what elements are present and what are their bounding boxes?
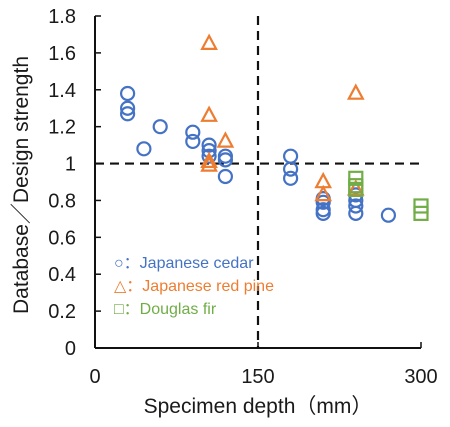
triangle-data-point bbox=[216, 131, 235, 148]
x-tick-label: 300 bbox=[404, 366, 437, 388]
circle-data-point bbox=[315, 205, 331, 221]
circle-data-point bbox=[217, 152, 233, 168]
triangle-data-point bbox=[200, 155, 218, 172]
square-data-point bbox=[348, 181, 364, 197]
x-tick-label: 0 bbox=[89, 366, 100, 388]
circle-data-point bbox=[217, 168, 233, 185]
triangle-data-point bbox=[200, 105, 218, 122]
y-tick-label: 1.8 bbox=[48, 6, 76, 28]
triangle-data-point bbox=[200, 33, 218, 50]
circle-data-point bbox=[380, 207, 396, 223]
x-tick-labels: 0 150 300 bbox=[89, 342, 438, 388]
circle-data-point bbox=[315, 194, 331, 210]
y-axis-title: Database／Design strength bbox=[10, 56, 33, 314]
x-tick-label: 150 bbox=[241, 366, 274, 388]
square-data-point bbox=[413, 205, 429, 221]
circle-data-point bbox=[119, 106, 136, 122]
y-tick-label: 1 bbox=[65, 154, 76, 176]
circle-data-point bbox=[283, 148, 299, 164]
y-tick-label: 0.6 bbox=[48, 227, 76, 249]
circle-data-point bbox=[119, 85, 136, 102]
triangle-data-point bbox=[346, 83, 365, 100]
y-tick-label: 1.2 bbox=[48, 117, 76, 139]
circle-data-point bbox=[152, 119, 168, 135]
y-tick-label: 1.6 bbox=[48, 43, 76, 65]
y-tick-label: 0.2 bbox=[48, 301, 76, 323]
circle-data-point bbox=[136, 141, 152, 157]
legend-label: △：Japanese red pine bbox=[114, 278, 274, 295]
legend: ○：Japanese cedar △：Japanese red pine □：Dou… bbox=[114, 255, 274, 318]
y-tick-labels: 0 0.2 0.4 0.6 0.8 1 1.2 1.4 1.6 1.8 bbox=[48, 6, 101, 360]
circle-data-point bbox=[283, 161, 299, 177]
data-points bbox=[119, 33, 429, 223]
legend-label: □：Douglas fir bbox=[114, 301, 217, 318]
y-tick-label: 1.4 bbox=[48, 80, 76, 102]
y-tick-label: 0 bbox=[65, 338, 76, 360]
circle-data-point bbox=[185, 124, 201, 140]
triangle-data-point bbox=[314, 184, 333, 202]
circle-data-point bbox=[119, 100, 136, 116]
triangle-data-point bbox=[200, 151, 218, 169]
circle-data-point bbox=[283, 170, 299, 186]
circle-data-point bbox=[201, 148, 217, 164]
y-tick-label: 0.4 bbox=[48, 264, 76, 286]
circle-data-point bbox=[348, 205, 364, 221]
x-axis-title: Specimen depth（mm） bbox=[144, 395, 373, 418]
triangle-data-point bbox=[346, 179, 365, 196]
y-tick-label: 0.8 bbox=[48, 190, 76, 212]
circle-data-point bbox=[185, 133, 201, 150]
legend-label: ○：Japanese cedar bbox=[114, 255, 254, 272]
reference-lines bbox=[95, 16, 421, 348]
circle-data-point bbox=[348, 198, 364, 214]
